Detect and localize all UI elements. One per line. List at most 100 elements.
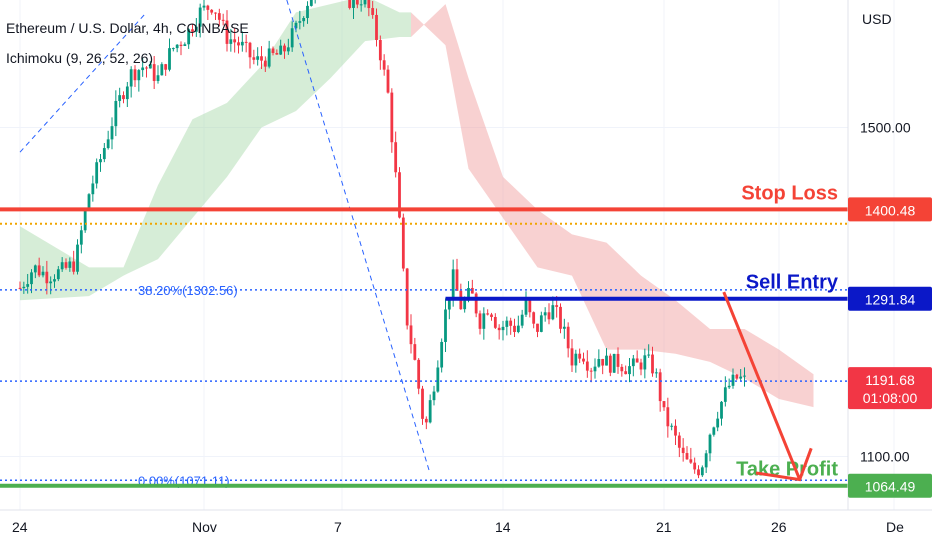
candle-body xyxy=(33,265,37,273)
candle-body xyxy=(26,284,30,287)
candle-body xyxy=(240,41,244,46)
candle-body xyxy=(428,400,432,423)
projection-arrow-line[interactable] xyxy=(722,291,802,481)
arrow-head-icon xyxy=(755,447,813,482)
candle-body xyxy=(547,312,551,320)
candle-body xyxy=(229,39,233,44)
candle-body xyxy=(156,75,160,81)
candle-body xyxy=(605,355,608,366)
candle-body xyxy=(677,435,681,448)
candle-body xyxy=(405,268,409,326)
candle-body xyxy=(639,362,643,370)
candle-body xyxy=(620,366,624,372)
candle-body xyxy=(355,0,359,5)
candle-body xyxy=(302,18,306,22)
current-price-badge[interactable] xyxy=(848,367,932,410)
candle-body xyxy=(401,217,405,269)
candle-body xyxy=(114,100,118,127)
candle-body xyxy=(562,326,566,329)
candle-body xyxy=(390,92,394,143)
cloud-segment xyxy=(468,78,503,218)
fib-diagonal-line[interactable] xyxy=(286,0,430,472)
candle-body xyxy=(585,361,589,371)
candle-body xyxy=(248,42,252,58)
symbol-title[interactable]: Ethereum / U.S. Dollar, 4h, COINBASE xyxy=(6,20,249,36)
candle-body xyxy=(286,47,290,52)
candle-body xyxy=(141,67,145,71)
candle-body xyxy=(279,45,283,55)
candle-body xyxy=(129,69,133,87)
price-badge[interactable] xyxy=(848,197,932,222)
candle-body xyxy=(532,312,536,324)
candle-body xyxy=(87,194,91,210)
candle-body xyxy=(666,407,670,427)
candle-body xyxy=(743,375,746,377)
candle-body xyxy=(22,286,26,289)
candle-body xyxy=(720,401,723,419)
price-tick-label: 1100.00 xyxy=(860,449,910,465)
candle-body xyxy=(451,269,455,299)
candle-body xyxy=(608,355,612,373)
candle-body xyxy=(543,312,547,316)
candle-body xyxy=(290,28,294,48)
candle-body xyxy=(382,60,386,70)
candle-body xyxy=(118,95,122,101)
candle-body xyxy=(536,323,539,332)
candle-body xyxy=(30,272,33,285)
candle-body xyxy=(670,425,674,427)
candle-body xyxy=(256,56,260,60)
time-tick-label: 14 xyxy=(495,519,511,535)
candle-body xyxy=(363,0,367,5)
price-badge-label: 1064.49 xyxy=(865,479,916,495)
candle-body xyxy=(49,281,53,284)
trend-line-dashed[interactable] xyxy=(19,12,147,153)
time-tick-label: 7 xyxy=(334,519,342,535)
candle-body xyxy=(735,374,739,379)
candle-body xyxy=(739,376,743,379)
candle-body xyxy=(45,271,49,284)
candle-body xyxy=(398,172,401,218)
candle-body xyxy=(225,20,229,44)
candle-body xyxy=(681,447,685,454)
candle-body xyxy=(378,39,382,61)
candle-body xyxy=(647,354,651,356)
candle-body xyxy=(122,95,125,100)
candle-body xyxy=(137,70,141,81)
candle-body xyxy=(486,313,490,315)
candle-body xyxy=(689,459,693,463)
price-badge[interactable] xyxy=(848,473,932,498)
candle-body xyxy=(359,4,363,6)
candle-body xyxy=(524,299,528,315)
candle-body xyxy=(474,293,478,314)
time-tick-label: 26 xyxy=(771,519,787,535)
candle-body xyxy=(79,230,83,245)
time-axis[interactable]: 24 Nov 7 14 21 26 De xyxy=(0,509,932,535)
candle-body xyxy=(76,244,79,272)
drawings[interactable]: 38.20%(1302.56)0.00%(1071.11)Stop LossSe… xyxy=(0,0,848,488)
candle-body xyxy=(298,21,302,23)
price-axis[interactable]: 1100.00 1500.00 1400.48 1291.84 1064.49 1191.… xyxy=(847,0,932,510)
candle-body xyxy=(145,67,148,69)
indicator-legend[interactable]: Ichimoku (9, 26, 52, 26) xyxy=(6,50,154,66)
candle-body xyxy=(164,64,168,70)
candle-body xyxy=(555,305,559,307)
cloud-segment xyxy=(606,242,641,350)
cloud-segment xyxy=(261,12,296,128)
candle-body xyxy=(447,298,451,310)
candle-body xyxy=(371,8,375,15)
candle-body xyxy=(68,261,72,268)
candle-body xyxy=(72,261,76,272)
candle-body xyxy=(64,262,68,268)
candle-body xyxy=(41,271,45,276)
candle-body xyxy=(244,41,248,43)
candle-body xyxy=(148,64,152,69)
candle-body xyxy=(513,325,516,333)
level-label: Stop Loss xyxy=(741,182,838,204)
candle-body xyxy=(294,22,298,29)
candle-body xyxy=(271,48,275,54)
cloud-segment xyxy=(20,226,89,301)
price-badge[interactable] xyxy=(848,286,932,311)
cloud-segment xyxy=(296,4,331,112)
